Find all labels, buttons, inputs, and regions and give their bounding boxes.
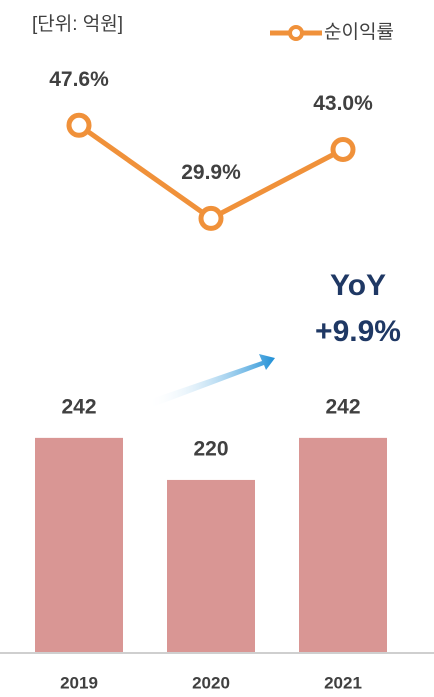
bar-value-label: 220	[193, 437, 228, 460]
line-value-label: 43.0%	[313, 92, 373, 115]
x-tick-label: 2021	[324, 673, 362, 692]
bar	[299, 437, 387, 652]
unit-label: [단위: 억원]	[32, 13, 123, 35]
bar	[167, 479, 255, 652]
trend-arrow	[148, 354, 275, 408]
line-marker	[198, 205, 224, 231]
x-tick-label: 2019	[60, 673, 98, 692]
x-tick-label: 2020	[192, 673, 230, 692]
line-value-label: 29.9%	[181, 161, 241, 184]
line-value-label: 47.6%	[49, 68, 109, 91]
bar-value-label: 242	[325, 395, 360, 418]
bar	[35, 437, 123, 652]
annotation-title: YoY	[330, 269, 386, 302]
annotation-value: +9.9%	[315, 315, 401, 348]
line-marker	[330, 136, 356, 162]
legend-label: 순이익률	[324, 21, 394, 43]
line-marker	[66, 112, 92, 138]
bar-value-label: 242	[61, 395, 96, 418]
legend-marker	[288, 25, 304, 41]
